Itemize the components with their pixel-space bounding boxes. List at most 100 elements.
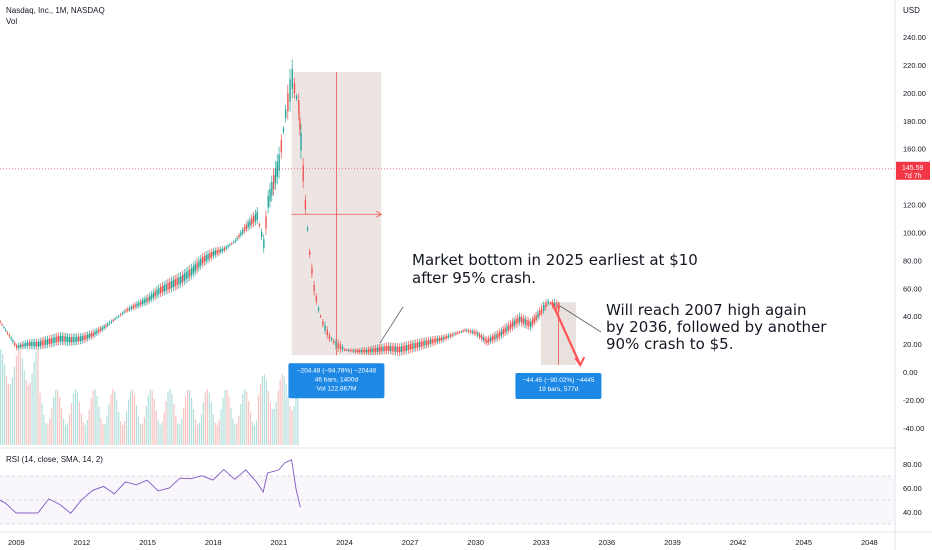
price-candle [201,257,204,264]
price-candle [119,314,122,316]
price-candle [161,286,164,293]
volume-bar [169,389,171,445]
volume-bar [45,423,47,445]
price-candle [384,346,386,352]
price-candle [1,324,3,326]
annotation-pointer [559,305,602,333]
y-tick-label: 120.00 [903,201,926,210]
price-candle [355,350,357,352]
annotation-text: 90% crash to $5. [606,335,734,353]
price-candle [223,248,226,251]
price-candle [349,350,351,352]
y-tick-label: 80.00 [903,256,922,265]
volume-bar [145,406,147,445]
y-tick-label: 160.00 [903,145,926,154]
volume-bar [179,424,181,445]
price-candle [145,298,147,303]
price-candle [70,337,73,343]
price-candle [462,330,464,332]
volume-bar [226,389,228,445]
x-tick-label: 2048 [861,538,878,547]
price-candle [269,189,271,202]
symbol-line: Nasdaq, Inc., 1M, NASDAQ [6,6,105,15]
volume-bar [183,407,185,445]
price-candle [298,100,300,114]
volume-bar [171,393,173,445]
price-candle [413,343,415,349]
price-candle [92,332,94,337]
price-candle [28,342,31,346]
volume-bar [100,417,102,445]
volume-bar [283,376,285,445]
volume-bar [5,376,8,445]
price-candle [123,311,125,313]
price-candle [21,344,23,347]
volume-bar [250,412,252,445]
price-candle [136,303,138,307]
price-candle [225,246,228,249]
last-price-value: 145.59 [902,165,924,172]
price-candle [178,277,180,285]
price-candle [125,309,127,312]
price-candle [108,322,111,324]
volume-bar [157,420,159,445]
price-candle [176,278,178,286]
price-candle [364,349,366,353]
price-candle [345,349,348,351]
price-candle [420,341,423,347]
price-candle [147,297,149,302]
volume-bar [96,395,98,445]
price-candle [54,337,56,343]
price-candle [130,306,133,309]
volume-bar [265,380,267,445]
price-candle [170,281,173,289]
price-candle [469,330,472,333]
price-candle [185,272,187,280]
price-candle [272,175,275,190]
price-candle [23,343,25,347]
volume-bar [153,398,155,445]
price-candle [285,109,287,118]
volume-bar [194,419,197,445]
volume-bar [59,397,61,445]
price-candle [214,250,217,255]
price-candle [263,239,265,248]
volume-bar [98,406,100,445]
price-candle [83,335,85,341]
volume-bar [147,395,149,445]
x-tick-label: 2009 [8,538,25,547]
price-candle [517,317,519,324]
price-candle [509,323,512,329]
price-candle [72,337,74,343]
price-candle [451,334,454,336]
volume-bar [198,422,201,445]
price-candle [311,267,313,275]
volume-bar [88,409,90,445]
y-tick-label: 20.00 [903,340,922,349]
volume-bar [21,358,23,445]
volume-bar [7,383,10,445]
price-candle [378,347,381,352]
rsi-tick-label: 40.00 [903,508,922,517]
volume-bar [155,410,157,445]
price-candle [46,339,49,345]
volume-bar [29,382,31,445]
last-price-tag [896,161,930,180]
volume-bar [263,374,266,445]
price-candle [8,335,11,337]
volume-bar [3,364,6,445]
price-candle [499,331,501,337]
volume-bar [106,415,108,445]
price-candle [333,340,335,343]
price-candle [81,336,84,341]
volume-bar [149,389,151,445]
volume-bar [41,403,43,445]
price-candle [107,323,109,326]
volume-bar [281,374,283,445]
price-candle [486,339,488,344]
price-candle [87,334,89,339]
price-candle [406,345,408,351]
price-candle [118,316,120,318]
